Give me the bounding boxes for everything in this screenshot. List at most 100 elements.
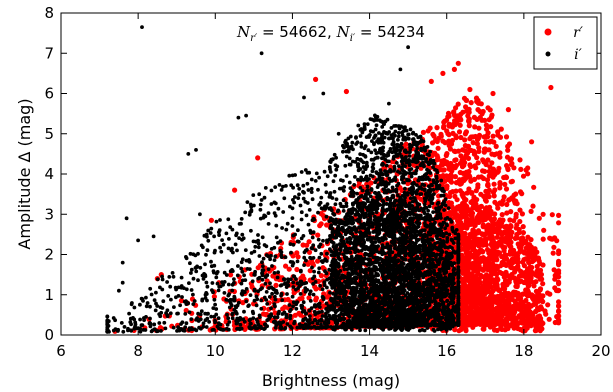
data-point-r — [465, 294, 471, 300]
data-point-i — [366, 148, 371, 153]
data-point-r — [480, 175, 487, 182]
data-point-r — [539, 276, 545, 282]
data-point-i — [149, 292, 154, 297]
data-point-i — [153, 308, 158, 313]
data-point-i — [272, 271, 277, 275]
data-point-r — [469, 190, 475, 196]
data-point-r — [462, 175, 468, 181]
data-point-r — [454, 119, 460, 126]
data-point-i — [270, 264, 274, 268]
data-point-i — [283, 255, 288, 260]
data-point-r — [499, 220, 505, 226]
data-point-i — [187, 281, 191, 285]
data-point-r — [506, 197, 512, 203]
data-point-r — [499, 296, 505, 302]
data-point-i — [453, 236, 458, 241]
data-point-i — [206, 228, 211, 233]
data-point-r — [530, 203, 536, 209]
data-point-r — [468, 164, 474, 170]
data-point-r — [478, 312, 484, 318]
data-point-r — [269, 266, 275, 272]
data-point-r — [494, 299, 500, 306]
data-point-r — [449, 137, 455, 144]
data-point-r — [474, 214, 481, 221]
data-point-r — [460, 212, 467, 218]
data-point-r — [539, 326, 545, 332]
data-point-r — [494, 252, 500, 258]
data-point-r — [482, 258, 488, 264]
data-point-r — [556, 313, 562, 319]
data-point-i — [138, 302, 142, 307]
data-point-i — [310, 197, 315, 202]
data-point-r — [490, 133, 496, 139]
data-point-i — [287, 173, 292, 178]
data-point-r — [511, 165, 517, 171]
data-point-r — [547, 235, 553, 241]
data-point-r — [494, 226, 500, 232]
data-point-i — [226, 217, 231, 222]
data-point-r — [464, 190, 470, 196]
points-layer — [105, 25, 562, 334]
data-point-r — [183, 307, 189, 314]
data-point-r — [556, 220, 562, 226]
data-point-r — [490, 189, 497, 195]
data-point-r — [540, 320, 546, 326]
data-point-i — [273, 290, 278, 295]
data-point-r — [494, 234, 500, 240]
data-point-r — [477, 256, 483, 262]
data-point-r — [466, 222, 472, 228]
data-point-r — [511, 311, 517, 317]
data-point-r — [481, 134, 487, 140]
data-point-r — [477, 114, 483, 121]
data-point-r — [430, 131, 436, 137]
data-point-r — [519, 235, 526, 241]
data-point-i — [285, 221, 290, 226]
data-point-i — [368, 282, 373, 287]
data-point-i — [379, 135, 384, 140]
data-point-r — [530, 295, 536, 301]
data-point-i — [418, 192, 422, 197]
data-point-i — [273, 297, 278, 302]
data-point-i — [356, 123, 361, 128]
data-point-i — [275, 315, 280, 320]
data-point-r — [473, 303, 479, 309]
data-point-i — [230, 316, 235, 321]
data-point-r — [493, 143, 499, 149]
data-point-i — [396, 134, 401, 139]
data-point-r — [520, 230, 527, 236]
data-point-i — [169, 297, 173, 302]
data-point-i — [316, 187, 320, 192]
data-point-i — [278, 248, 283, 253]
data-point-r — [465, 299, 472, 305]
data-point-i — [445, 223, 449, 228]
data-point-r — [507, 322, 514, 329]
data-point-r — [467, 174, 473, 180]
data-point-r — [494, 282, 500, 288]
data-point-r — [525, 234, 531, 240]
data-point-i — [426, 208, 430, 213]
data-point-i — [261, 264, 265, 269]
data-point-r — [514, 201, 520, 207]
data-point-r — [508, 292, 514, 298]
data-point-r — [483, 316, 489, 322]
data-point-r — [531, 283, 537, 289]
data-point-r — [504, 293, 510, 299]
data-point-r — [523, 312, 529, 318]
data-point-r — [487, 107, 493, 113]
data-point-r — [505, 107, 511, 113]
data-point-r — [491, 327, 498, 333]
data-point-r — [502, 224, 508, 230]
data-point-r — [476, 145, 482, 151]
data-point-r — [490, 166, 496, 172]
data-point-r — [294, 266, 300, 273]
data-point-r — [533, 308, 539, 314]
data-point-r — [462, 325, 468, 331]
data-point-r — [505, 147, 511, 153]
data-point-r — [211, 294, 217, 300]
data-point-r — [475, 174, 482, 180]
data-point-r — [465, 277, 471, 283]
data-point-r — [509, 296, 515, 302]
data-point-i — [408, 127, 413, 132]
data-point-r — [452, 193, 458, 199]
data-point-i — [260, 235, 265, 240]
